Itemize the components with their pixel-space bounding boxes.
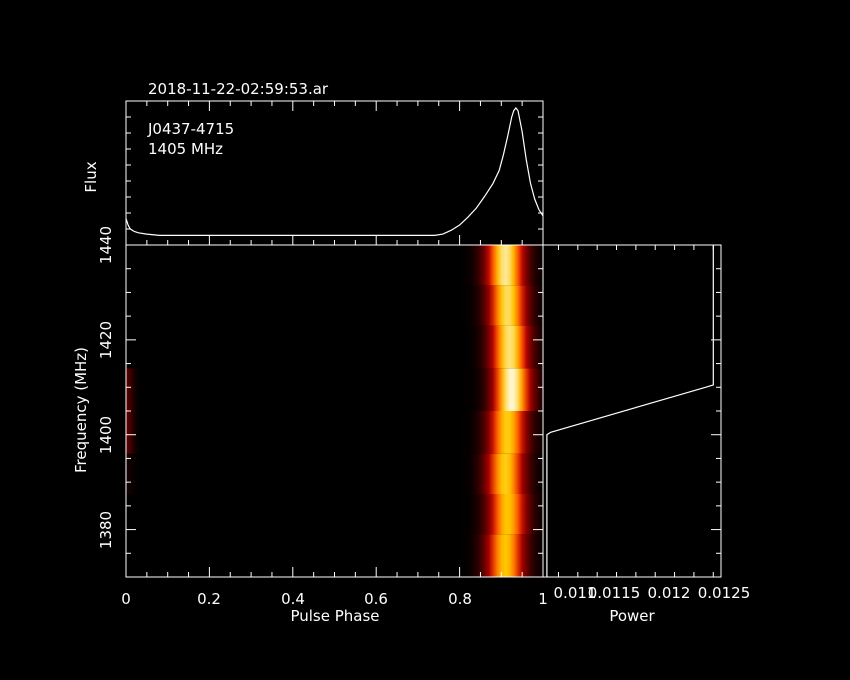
axis-ticks [125,100,721,578]
power-tick-label: 0.0125 [698,584,751,602]
power-tick-label: 0.011 [554,584,597,602]
phase-tick-label: 0.4 [281,590,305,608]
flux-axis-label: Flux [82,161,100,192]
frequency-label: 1405 MHz [148,140,223,158]
frequency-tick-label: 1440 [97,226,115,264]
frequency-axis-label: Frequency (MHz) [72,347,90,473]
phase-tick-label: 0.2 [197,590,221,608]
power-line [546,245,714,577]
power-frame [542,244,722,578]
phase-axis-label: Pulse Phase [290,607,379,625]
phase-tick-label: 0.6 [364,590,388,608]
heatmap-channel [126,453,543,494]
plot-title: 2018-11-22-02:59:53.ar [148,80,329,98]
heatmap-channel [126,285,543,326]
phase-tick-label: 0.8 [448,590,472,608]
phase-tick-label: 1 [538,590,548,608]
frequency-tick-label: 1420 [97,321,115,359]
frequency-tick-label: 1400 [97,416,115,454]
phase-tick-label: 0 [121,590,131,608]
power-tick-label: 0.0115 [588,584,641,602]
power-axis-label: Power [609,607,655,625]
heatmap-channel [126,494,543,535]
heatmap-channel [126,368,543,411]
heatmap-channel [126,411,543,454]
frequency-tick-label: 1380 [97,511,115,549]
heatmap-channel [126,325,543,369]
phase-tick-labels: 0 0.2 0.4 0.6 0.8 1 [121,590,548,608]
heatmap-area [126,245,543,577]
heatmap-channel [126,534,543,577]
power-tick-label: 0.012 [648,584,691,602]
power-tick-labels: 0.011 0.0115 0.012 0.0125 [554,584,751,602]
profile-line [125,107,544,236]
frequency-tick-labels: 1380 1400 1420 1440 [97,226,115,549]
source-name: J0437-4715 [147,120,234,138]
heatmap-channel [126,245,543,286]
